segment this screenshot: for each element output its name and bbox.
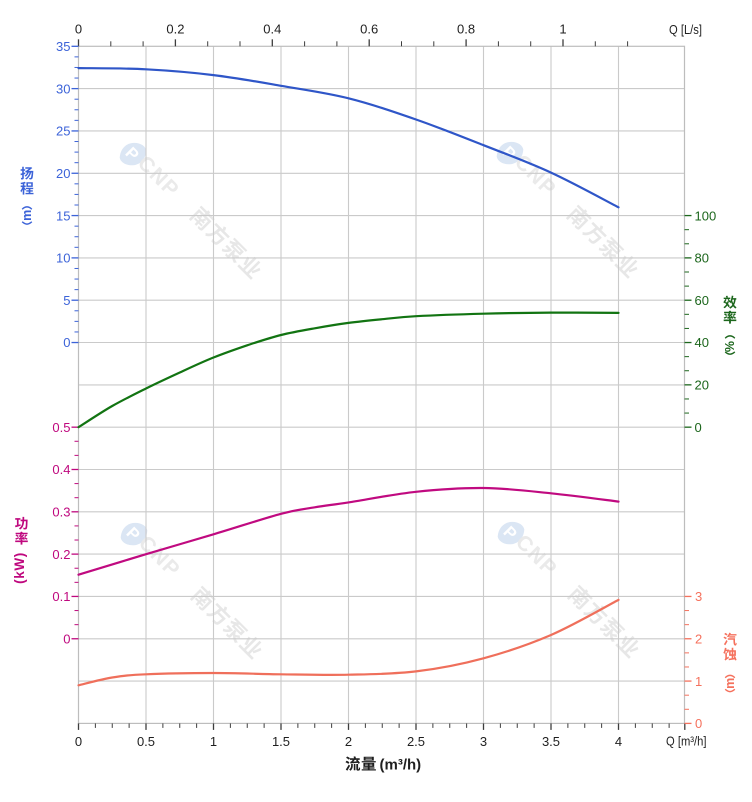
svg-text:20: 20 [695,378,709,393]
svg-text:0.2: 0.2 [52,547,70,562]
svg-text:(kW): (kW) [12,552,27,584]
svg-text:m: m [20,210,34,221]
svg-text:10: 10 [56,251,70,266]
svg-text:2.5: 2.5 [407,734,425,749]
svg-text:3: 3 [480,734,487,749]
svg-text:0: 0 [695,420,702,435]
svg-text:Q [m³/h]: Q [m³/h] [666,735,707,749]
svg-text:80: 80 [695,251,709,266]
svg-text:0: 0 [75,734,82,749]
svg-text:60: 60 [695,293,709,308]
svg-text:1: 1 [559,22,566,37]
svg-text:0.5: 0.5 [52,420,70,435]
svg-text:0.6: 0.6 [360,22,378,37]
svg-text:4: 4 [615,734,622,749]
svg-text:m: m [723,678,737,689]
svg-text:0: 0 [75,22,82,37]
svg-text:1: 1 [210,734,217,749]
svg-text:0.3: 0.3 [52,505,70,520]
svg-text:2: 2 [345,734,352,749]
svg-text:3: 3 [695,589,702,604]
svg-text:3.5: 3.5 [542,734,560,749]
svg-text:0.8: 0.8 [457,22,475,37]
svg-text:0.4: 0.4 [52,462,70,477]
svg-text:0.5: 0.5 [137,734,155,749]
svg-text:40: 40 [695,335,709,350]
svg-text:25: 25 [56,124,70,139]
svg-text:0.1: 0.1 [52,589,70,604]
svg-text:15: 15 [56,208,70,223]
svg-text:1: 1 [695,674,702,689]
svg-text:0.4: 0.4 [263,22,281,37]
svg-text:30: 30 [56,81,70,96]
svg-text:(m³/h): (m³/h) [380,757,422,774]
svg-text:0: 0 [63,632,70,647]
svg-text:1.5: 1.5 [272,734,290,749]
svg-text:20: 20 [56,166,70,181]
svg-text:0: 0 [695,716,702,731]
svg-text:0.2: 0.2 [166,22,184,37]
svg-text:35: 35 [56,39,70,54]
svg-text:%: % [723,341,737,352]
svg-text:5: 5 [63,293,70,308]
svg-text:2: 2 [695,632,702,647]
svg-text:Q [L/s]: Q [L/s] [669,22,702,37]
svg-text:100: 100 [695,208,717,223]
svg-text:0: 0 [63,335,70,350]
